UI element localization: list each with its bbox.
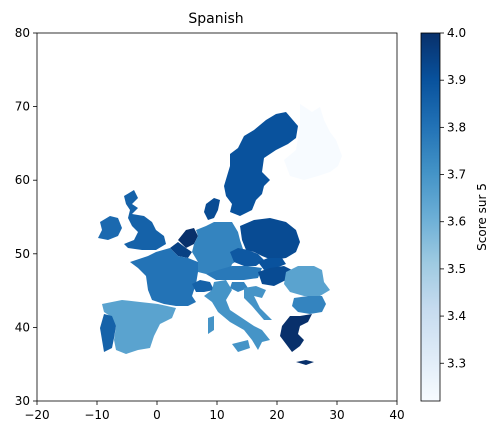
region-spain bbox=[102, 300, 176, 354]
colorbar bbox=[420, 32, 441, 402]
region-uk bbox=[124, 190, 166, 250]
x-tick-label: −10 bbox=[84, 408, 109, 422]
chart-title: Spanish bbox=[188, 11, 243, 27]
colorbar-tick-label: 3.8 bbox=[447, 120, 466, 134]
x-tick-label: 10 bbox=[209, 408, 224, 422]
y-tick-label: 70 bbox=[15, 100, 30, 114]
y-axis: 30 40 50 60 70 80 bbox=[15, 26, 37, 408]
region-bulgaria bbox=[292, 296, 326, 314]
region-croatia bbox=[244, 286, 272, 320]
region-poland bbox=[240, 218, 300, 260]
colorbar-ticks: 3.3 3.4 3.5 3.6 3.7 3.8 3.9 4.0 bbox=[440, 26, 466, 370]
region-denmark bbox=[204, 198, 220, 220]
region-hungary bbox=[258, 266, 292, 286]
region-finland bbox=[284, 104, 342, 180]
colorbar-tick-label: 3.5 bbox=[447, 262, 466, 276]
region-greece bbox=[280, 314, 312, 352]
region-austria bbox=[206, 266, 262, 280]
region-slovakia bbox=[258, 258, 286, 270]
y-tick-label: 50 bbox=[15, 247, 30, 261]
colorbar-tick-label: 3.7 bbox=[447, 168, 466, 182]
plot-frame bbox=[36, 32, 398, 402]
region-switzerland bbox=[192, 280, 214, 292]
y-tick-label: 80 bbox=[15, 26, 30, 40]
region-italy bbox=[204, 280, 270, 350]
region-ireland bbox=[98, 216, 122, 240]
colorbar-tick-label: 4.0 bbox=[447, 26, 466, 40]
colorbar-label: Score sur 5 bbox=[475, 183, 489, 251]
x-axis: −20 −10 0 10 20 30 40 bbox=[24, 401, 405, 422]
region-belgium bbox=[170, 242, 192, 258]
colorbar-tick-label: 3.3 bbox=[447, 356, 466, 370]
region-czechia bbox=[230, 248, 264, 266]
colorbar-tick-label: 3.6 bbox=[447, 215, 466, 229]
region-netherlands bbox=[178, 228, 198, 248]
x-tick-label: 30 bbox=[329, 408, 344, 422]
region-germany bbox=[192, 222, 244, 274]
region-sweden bbox=[224, 112, 298, 216]
x-tick-label: −20 bbox=[24, 408, 49, 422]
colorbar-tick-label: 3.9 bbox=[447, 73, 466, 87]
y-tick-label: 40 bbox=[15, 320, 30, 334]
map-regions bbox=[98, 104, 342, 365]
x-tick-label: 20 bbox=[269, 408, 284, 422]
colorbar-tick-label: 3.4 bbox=[447, 309, 466, 323]
region-portugal bbox=[100, 314, 116, 352]
region-romania bbox=[284, 266, 330, 296]
region-france bbox=[130, 248, 198, 306]
region-slovenia bbox=[230, 282, 248, 292]
x-tick-label: 40 bbox=[389, 408, 404, 422]
y-tick-label: 60 bbox=[15, 173, 30, 187]
region-greece-crete bbox=[296, 360, 314, 365]
region-italy-sicily bbox=[232, 340, 250, 352]
x-tick-label: 0 bbox=[153, 408, 161, 422]
y-tick-label: 30 bbox=[15, 394, 30, 408]
region-italy-sardinia bbox=[208, 316, 214, 334]
